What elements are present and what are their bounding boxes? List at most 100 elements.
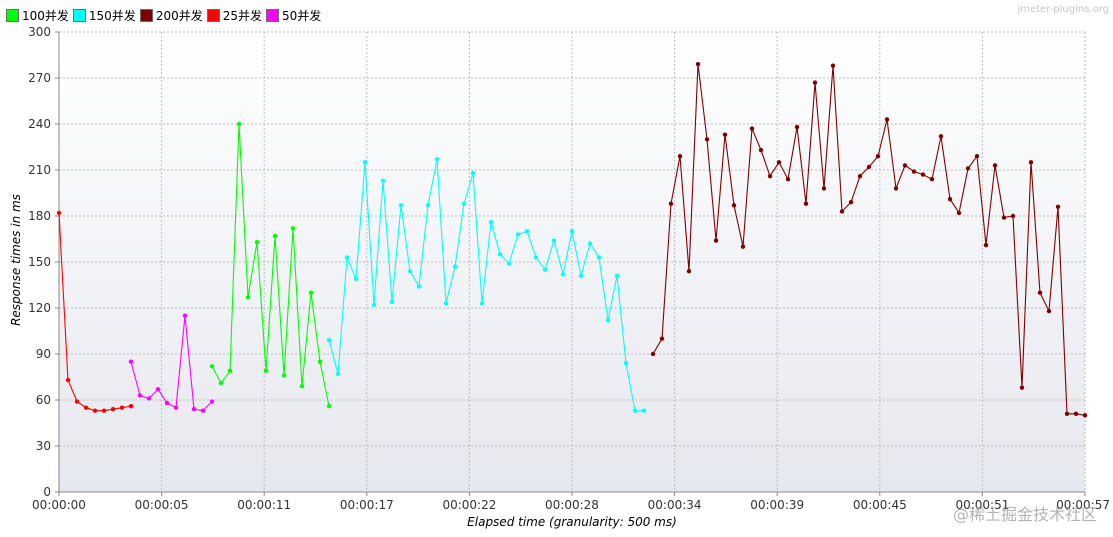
data-point [353, 276, 359, 282]
data-point [902, 163, 908, 168]
data-point [119, 405, 125, 410]
data-point [659, 336, 665, 341]
legend-swatch [266, 8, 279, 22]
data-point [1037, 290, 1043, 295]
data-point [389, 299, 395, 305]
data-point [983, 242, 989, 248]
data-point [497, 252, 503, 257]
data-point [245, 295, 251, 300]
data-point [569, 229, 575, 234]
data-point [362, 160, 368, 165]
legend-item: 100并发 [6, 7, 69, 24]
legend-label: 25并发 [222, 8, 262, 23]
data-point [452, 264, 458, 269]
data-point [641, 408, 647, 413]
data-point [1055, 204, 1061, 209]
data-point [1046, 308, 1052, 314]
data-point [875, 154, 881, 159]
data-point [398, 203, 404, 208]
data-point [551, 238, 557, 243]
data-point [758, 147, 764, 153]
data-point [794, 124, 800, 130]
x-tick-label: 00:00:11 [237, 498, 291, 512]
legend-label: 100并发 [22, 8, 69, 23]
y-tick-label: 150 [28, 255, 51, 269]
x-tick-label: 00:00:34 [648, 498, 702, 512]
series-line [130, 315, 213, 412]
data-point [587, 241, 593, 246]
data-point [1073, 411, 1079, 416]
data-point [470, 170, 476, 176]
data-point [749, 126, 755, 131]
data-point [236, 121, 242, 127]
data-point [209, 364, 215, 369]
x-tick-label: 00:00:17 [340, 498, 394, 512]
y-tick-label: 210 [28, 163, 51, 177]
data-point [227, 368, 233, 374]
legend-item: 25并发 [206, 7, 262, 24]
data-point [893, 186, 899, 191]
data-point [974, 154, 980, 159]
data-point [947, 196, 953, 202]
data-point [596, 255, 602, 260]
data-point [848, 200, 854, 205]
y-tick-label: 240 [28, 117, 51, 131]
data-point [866, 164, 872, 170]
data-point [272, 233, 278, 239]
data-point [191, 407, 197, 412]
legend-swatch [206, 8, 220, 22]
data-point [686, 269, 692, 274]
data-point [407, 269, 413, 274]
x-tick-label: 00:00:39 [750, 498, 804, 512]
data-point [515, 232, 521, 237]
series-group [326, 157, 647, 413]
data-point [533, 255, 539, 260]
x-tick-label: 00:00:51 [955, 498, 1009, 512]
data-point [380, 178, 386, 183]
data-point [326, 403, 332, 409]
data-point [776, 160, 782, 165]
data-point [830, 63, 836, 68]
y-tick-label: 270 [28, 71, 51, 85]
legend-label: 50并发 [282, 8, 322, 23]
legend-label: 150并发 [88, 8, 136, 23]
data-point [884, 117, 890, 122]
data-point [92, 408, 98, 413]
data-point [128, 359, 134, 364]
data-point [992, 163, 998, 168]
data-point [317, 359, 323, 364]
y-tick-label: 0 [43, 485, 51, 499]
legend: 100并发 150并发 200并发 25并发 50并发 [6, 6, 325, 24]
data-point [578, 273, 584, 278]
data-point [938, 134, 944, 139]
data-point [839, 209, 845, 214]
data-point [128, 403, 134, 409]
legend-item: 200并发 [139, 7, 203, 24]
y-tick-label: 300 [28, 25, 51, 39]
data-point [695, 61, 701, 67]
data-point [542, 267, 548, 272]
series-line [211, 123, 330, 407]
data-point [632, 408, 638, 413]
legend-item: 50并发 [266, 7, 321, 24]
y-tick-label: 90 [36, 347, 51, 361]
data-point [299, 384, 305, 389]
x-tick-label: 00:00:28 [545, 498, 599, 512]
data-point [812, 80, 818, 85]
legend-swatch [6, 8, 19, 22]
x-tick-label: 00:00:05 [135, 498, 189, 512]
data-point [335, 371, 341, 377]
data-point [1019, 385, 1025, 390]
data-point [506, 261, 512, 266]
data-point [209, 399, 215, 404]
data-point [704, 137, 710, 142]
data-point [650, 351, 656, 357]
x-tick-label: 00:00:57 [1056, 498, 1110, 512]
data-point [857, 173, 863, 179]
legend-swatch [139, 8, 153, 22]
data-point [560, 272, 566, 277]
data-point [461, 201, 467, 206]
y-tick-label: 30 [36, 439, 51, 453]
